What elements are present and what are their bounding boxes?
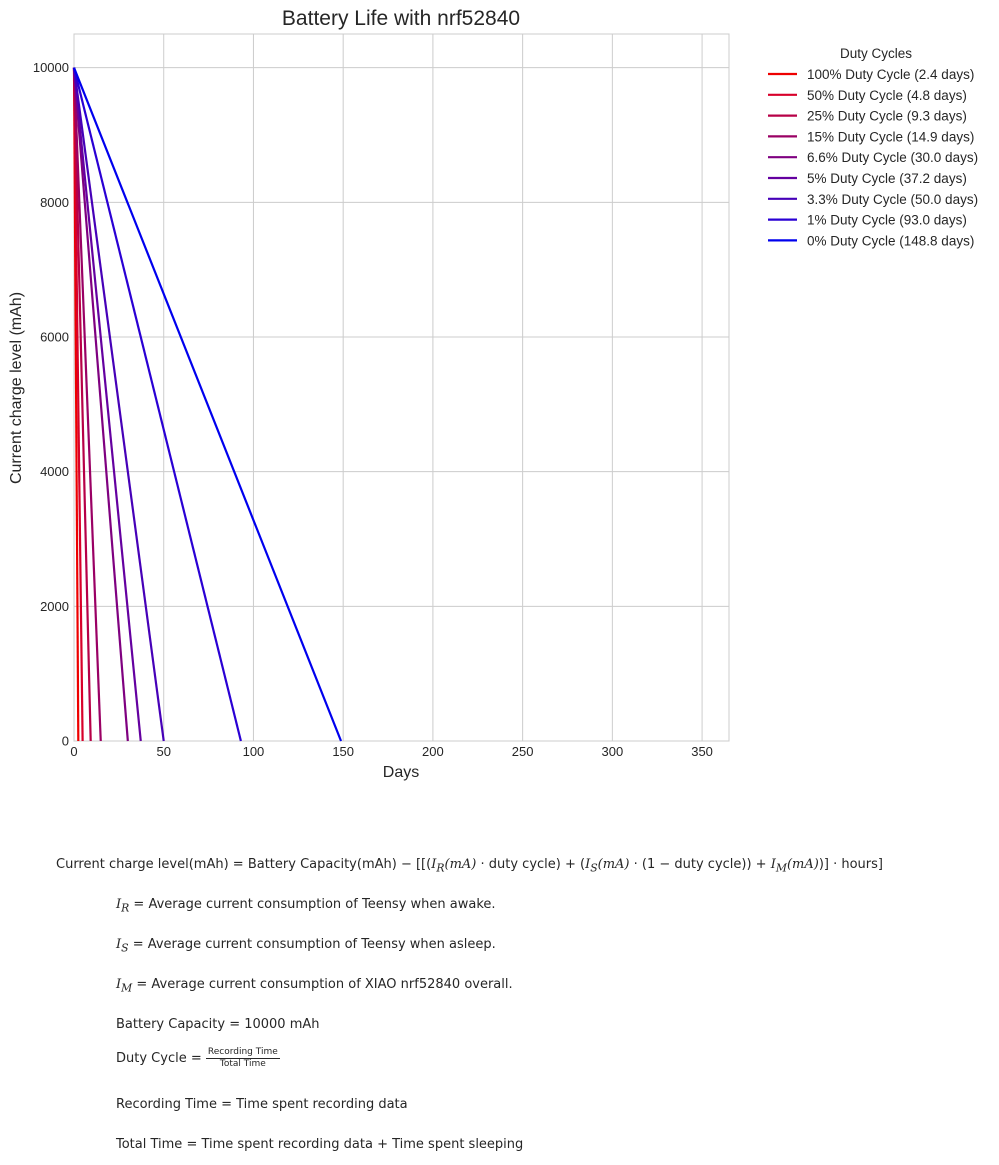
duty-cycle-definition: Duty Cycle = Recording Time Total Time: [116, 1047, 280, 1070]
x-axis-label: Days: [383, 764, 419, 781]
legend-entry: 25% Duty Cycle (9.3 days): [807, 109, 967, 124]
y-tick-label: 4000: [40, 464, 69, 479]
formula-is-symbol: I: [585, 857, 591, 872]
is-def-symbol: I: [116, 937, 122, 952]
y-tick-label: 8000: [40, 195, 69, 210]
series-line: [72, 67, 343, 742]
is-definition: IS = Average current consumption of Teen…: [116, 937, 496, 955]
legend-entry: 5% Duty Cycle (37.2 days): [807, 171, 967, 186]
formula-ma-unit-3: (mA): [786, 857, 819, 872]
im-def-symbol: I: [116, 977, 122, 992]
series-line: [72, 67, 129, 742]
y-tick-label: 0: [62, 734, 69, 749]
formula-main-tail: )] · hours]: [818, 857, 883, 872]
legend: Duty Cycles 100% Duty Cycle (2.4 days) 50…: [768, 46, 978, 248]
duty-cycle-lhs: Duty Cycle =: [116, 1051, 206, 1066]
series-lines: [72, 67, 343, 742]
ir-definition: IR = Average current consumption of Teen…: [116, 897, 496, 915]
x-tick-label: 300: [602, 744, 624, 759]
legend-entry: 100% Duty Cycle (2.4 days): [807, 67, 974, 82]
formula-ma-unit-1: (mA): [444, 857, 477, 872]
ir-def-symbol: I: [116, 897, 122, 912]
x-tick-label: 100: [243, 744, 265, 759]
im-def-subscript: M: [121, 981, 133, 995]
formula-ir-subscript: R: [436, 861, 445, 875]
legend-entry: 50% Duty Cycle (4.8 days): [807, 88, 967, 103]
formula-main: Current charge level(mAh) = Battery Capa…: [56, 857, 883, 875]
x-tick-label: 150: [332, 744, 354, 759]
x-tick-label: 250: [512, 744, 534, 759]
formula-im-symbol: I: [770, 857, 776, 872]
grid: [73, 34, 729, 742]
series-line: [72, 67, 92, 742]
formula-is-subscript: S: [590, 861, 598, 875]
series-line: [72, 67, 165, 742]
formula-im-subscript: M: [775, 861, 787, 875]
ir-def-subscript: R: [121, 901, 130, 915]
series-line: [72, 67, 142, 742]
y-tick-label: 6000: [40, 330, 69, 345]
recording-time-definition: Recording Time = Time spent recording da…: [116, 1097, 408, 1112]
duty-cycle-numerator: Recording Time: [205, 1047, 280, 1059]
series-line: [72, 67, 84, 742]
ir-def-text: = Average current consumption of Teensy …: [129, 897, 496, 912]
legend-title: Duty Cycles: [840, 46, 912, 61]
y-tick-label: 10000: [33, 60, 69, 75]
is-def-text: = Average current consumption of Teensy …: [128, 937, 496, 952]
x-tick-label: 0: [70, 744, 77, 759]
x-tick-label: 350: [691, 744, 713, 759]
formula-ir-symbol: I: [431, 857, 437, 872]
duty-cycle-denominator: Total Time: [219, 1059, 266, 1069]
formula-main-mid1: · duty cycle) + (: [476, 857, 586, 872]
y-tick-label: 2000: [40, 599, 69, 614]
im-def-text: = Average current consumption of XIAO nr…: [132, 977, 513, 992]
legend-entry: 15% Duty Cycle (14.9 days): [807, 129, 974, 144]
x-tick-label: 200: [422, 744, 444, 759]
series-line: [72, 67, 242, 742]
chart-title: Battery Life with nrf52840: [282, 7, 520, 30]
tick-labels: 0 50 100 150 200 250 300 350 0 2000 4000 6000 8000 10…: [33, 60, 713, 759]
y-axis-label: Current charge level (mAh): [8, 292, 25, 484]
legend-entry: 3.3% Duty Cycle (50.0 days): [807, 192, 978, 207]
x-tick-label: 50: [156, 744, 170, 759]
capacity-definition: Battery Capacity = 10000 mAh: [116, 1017, 320, 1032]
series-line: [72, 67, 102, 742]
formula-ma-unit-2: (mA): [597, 857, 630, 872]
formula-main-mid2: · (1 − duty cycle)) +: [629, 857, 771, 872]
duty-cycle-fraction: Recording Time Total Time: [205, 1047, 280, 1070]
legend-entry: 0% Duty Cycle (148.8 days): [807, 233, 974, 248]
legend-entry: 1% Duty Cycle (93.0 days): [807, 213, 967, 228]
chart: Battery Life with nrf52840 0 50 100 150 200 2…: [8, 7, 978, 781]
total-time-definition: Total Time = Time spent recording data +…: [116, 1137, 524, 1152]
is-def-subscript: S: [121, 941, 129, 955]
im-definition: IM = Average current consumption of XIAO…: [116, 977, 513, 995]
plot-area: [73, 33, 730, 742]
formula-main-lhs: Current charge level(mAh) = Battery Capa…: [56, 857, 432, 872]
legend-entry: 6.6% Duty Cycle (30.0 days): [807, 150, 978, 165]
